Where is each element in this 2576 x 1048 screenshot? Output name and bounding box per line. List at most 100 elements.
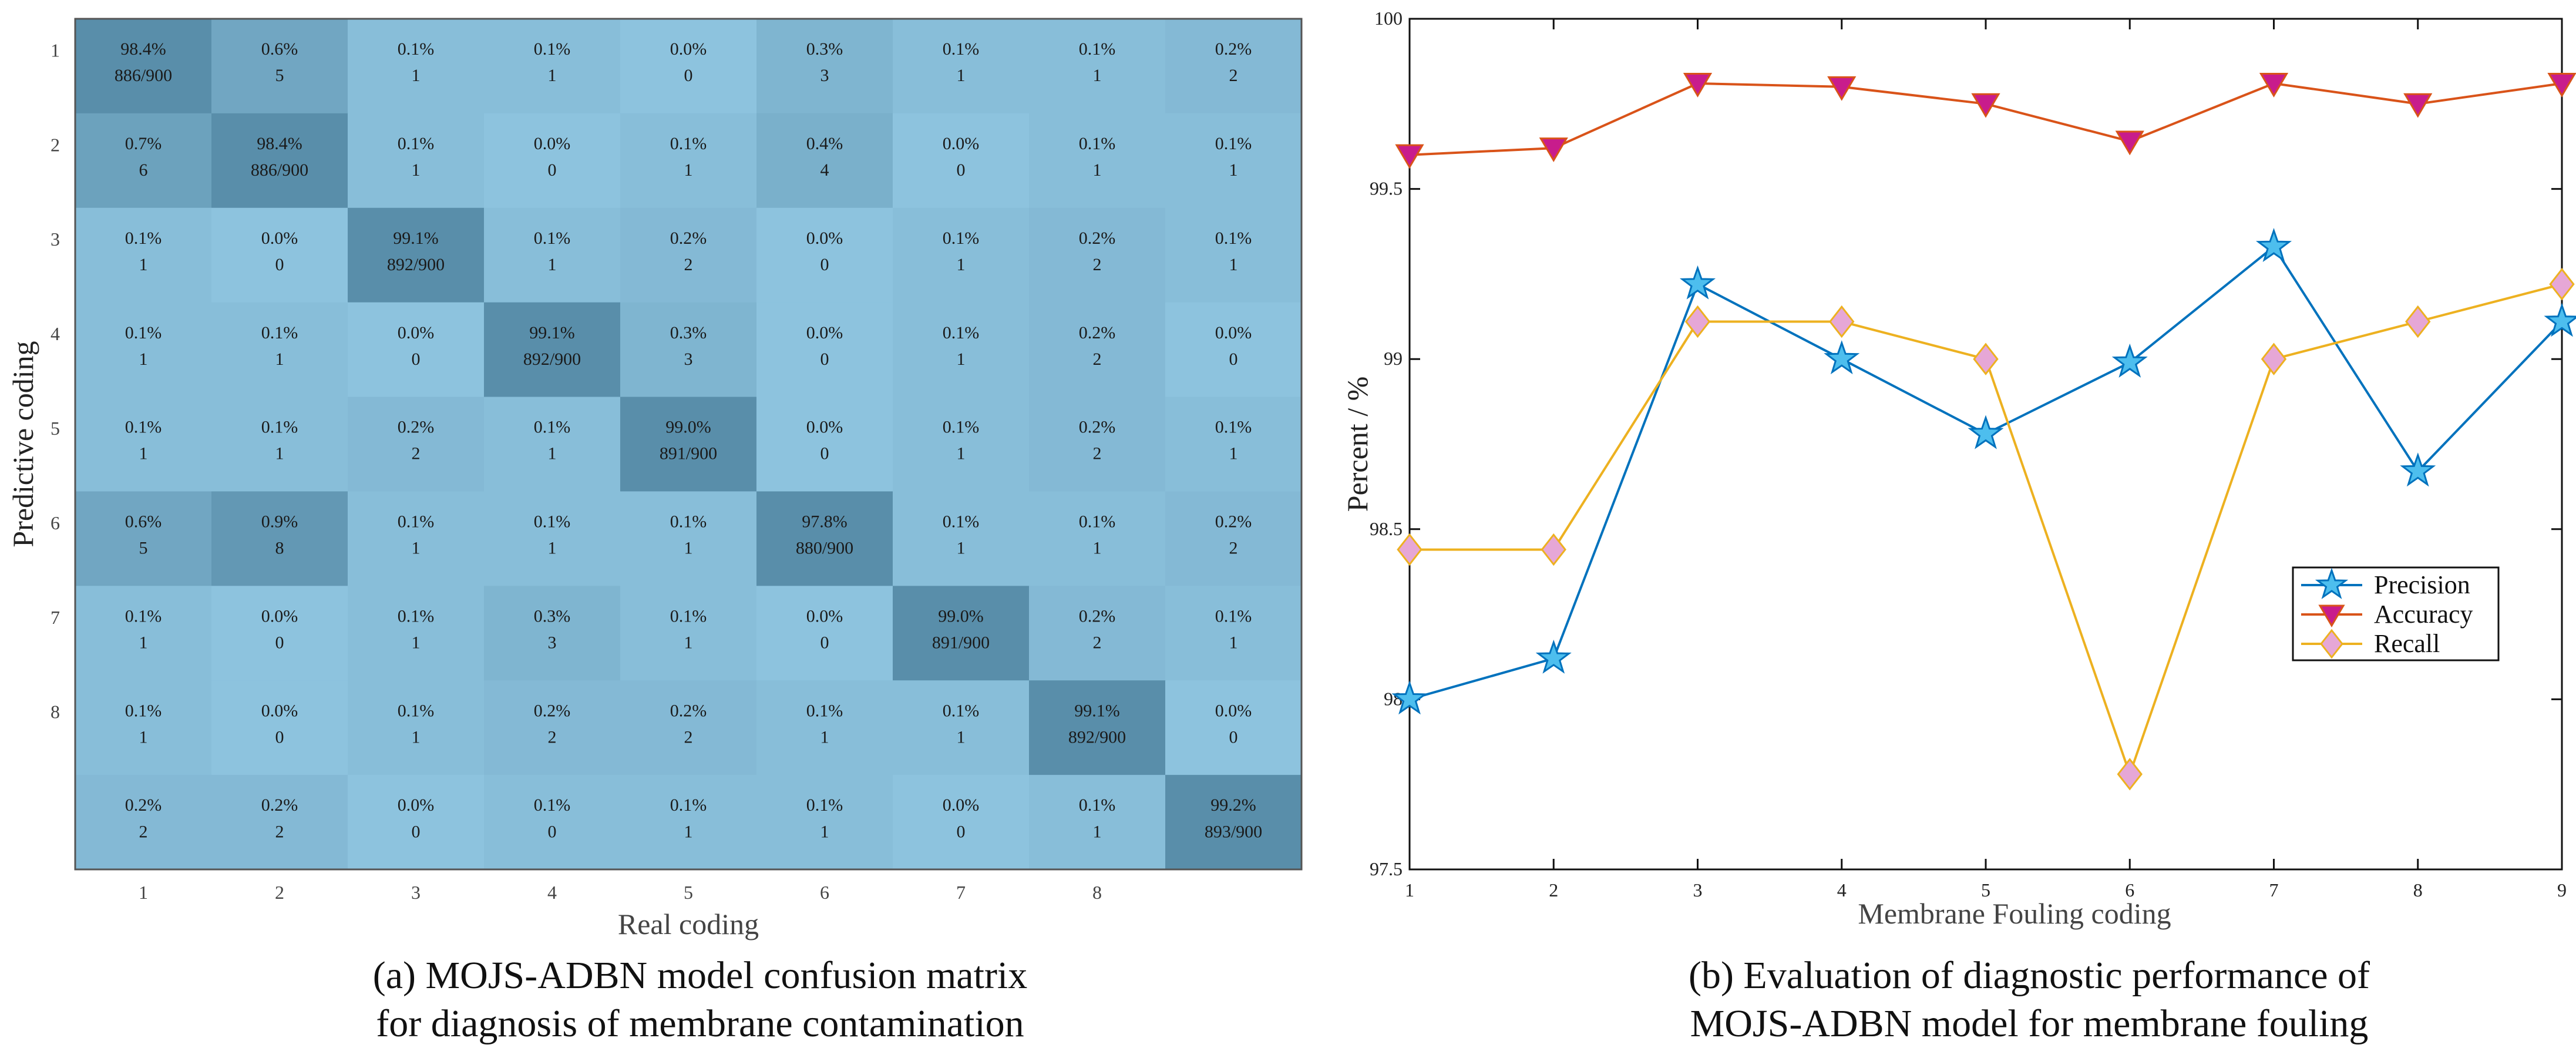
matrix-cell (1029, 586, 1166, 681)
x-tick-label: 4 (1837, 879, 1847, 901)
matrix-cell (620, 775, 757, 870)
cell-percent-label: 0.0% (261, 606, 298, 626)
cell-count-label: 6 (139, 160, 148, 180)
precision-point (1968, 415, 2004, 449)
cell-percent-label: 0.1% (670, 512, 707, 532)
cell-percent-label: 0.2% (1215, 512, 1252, 532)
matrix-cell (211, 491, 348, 586)
cell-count-label: 1 (820, 822, 829, 841)
legend-precision-marker (2315, 567, 2349, 599)
cell-count-label: 1 (139, 633, 148, 653)
y-tick-label: 99 (1384, 348, 1403, 369)
precision-point (2400, 452, 2436, 487)
cell-count-label: 893/900 (1205, 822, 1262, 841)
cell-percent-label: 0.0% (534, 134, 571, 153)
cell-count-label: 2 (684, 255, 693, 274)
cell-count-label: 8 (275, 539, 284, 558)
cell-count-label: 1 (412, 539, 421, 558)
cell-count-label: 891/900 (932, 633, 990, 653)
matrix-cell (620, 113, 757, 209)
cell-count-label: 0 (412, 350, 421, 369)
matrix-cell (211, 397, 348, 492)
cell-count-label: 2 (1229, 66, 1238, 85)
matrix-cell (756, 207, 893, 303)
matrix-cell (348, 302, 485, 398)
matrix-cell (484, 302, 621, 398)
recall-point (2549, 268, 2575, 301)
cell-count-label: 1 (412, 633, 421, 653)
cell-percent-label: 0.1% (1215, 134, 1252, 153)
legend-precision-label: Precision (2374, 570, 2470, 599)
matrix-cell (1165, 491, 1302, 586)
legend-accuracy-label: Accuracy (2374, 600, 2473, 629)
cell-count-label: 1 (1093, 66, 1102, 85)
cell-percent-label: 0.1% (125, 418, 162, 437)
recall-point (2405, 305, 2431, 338)
cell-percent-label: 0.3% (806, 39, 843, 59)
cell-percent-label: 0.0% (806, 323, 843, 342)
matrix-cell (893, 302, 1030, 398)
cell-count-label: 2 (1229, 539, 1238, 558)
cell-count-label: 0 (1229, 350, 1238, 369)
confusion-matrix-frame (74, 18, 1303, 871)
cell-percent-label: 0.6% (261, 39, 298, 59)
cell-count-label: 1 (1229, 160, 1238, 180)
cell-count-label: 1 (684, 633, 693, 653)
accuracy-point (1971, 93, 2000, 118)
y-tick-label: 100 (1374, 8, 1403, 29)
caption-b-line-1: (b) Evaluation of diagnostic performance… (1689, 954, 2370, 997)
cell-percent-label: 0.1% (261, 323, 298, 342)
matrix-cell (756, 19, 893, 114)
cell-count-label: 1 (548, 66, 557, 85)
cell-percent-label: 97.8% (802, 512, 848, 532)
x-tick-label: 3 (1693, 879, 1703, 901)
precision-point (2111, 343, 2148, 378)
cell-count-label: 0 (820, 633, 829, 653)
matrix-cell (1029, 775, 1166, 870)
matrix-cell (211, 586, 348, 681)
cell-percent-label: 0.1% (1079, 134, 1116, 153)
confusion-matrix-x-ticks: 1 2 3 4 5 6 7 8 (139, 882, 1102, 903)
recall-point (1973, 342, 1999, 375)
accuracy-point (2115, 130, 2144, 156)
matrix-cell (348, 491, 485, 586)
y-tick-label: 6 (51, 512, 60, 533)
cell-count-label: 0 (548, 822, 557, 841)
matrix-cell (484, 680, 621, 775)
y-tick-label: 4 (51, 323, 60, 344)
x-tick-label: 7 (956, 882, 966, 903)
accuracy-point (2403, 93, 2433, 118)
recall-point (1684, 305, 1711, 338)
cell-percent-label: 0.1% (125, 229, 162, 248)
confusion-matrix-x-label: Real coding (618, 908, 759, 940)
cell-percent-label: 0.2% (1079, 229, 1116, 248)
cell-percent-label: 0.1% (943, 418, 980, 437)
cell-count-label: 1 (1229, 633, 1238, 653)
cell-percent-label: 0.1% (1215, 229, 1252, 248)
matrix-cell (75, 586, 212, 681)
matrix-cell (484, 207, 621, 303)
cell-count-label: 1 (412, 727, 421, 747)
cell-percent-label: 0.1% (943, 323, 980, 342)
matrix-cell (484, 397, 621, 492)
cell-count-label: 1 (139, 444, 148, 463)
y-tick-label: 7 (51, 607, 60, 628)
cell-count-label: 3 (684, 350, 693, 369)
cell-count-label: 1 (139, 350, 148, 369)
cell-count-label: 1 (1229, 444, 1238, 463)
cell-count-label: 5 (275, 66, 284, 85)
matrix-cell (1165, 680, 1302, 775)
cell-percent-label: 0.1% (261, 418, 298, 437)
cell-percent-label: 0.1% (534, 795, 571, 815)
matrix-cell (893, 491, 1030, 586)
matrix-cell (1029, 397, 1166, 492)
cell-percent-label: 0.1% (943, 229, 980, 248)
cell-count-label: 0 (412, 822, 421, 841)
matrix-cell (1165, 775, 1302, 870)
matrix-cell (348, 775, 485, 870)
line-chart-y-label: Percent / % (1341, 377, 1374, 512)
matrix-cell (620, 397, 757, 492)
cell-count-label: 2 (1093, 255, 1102, 274)
matrix-cell (75, 113, 212, 209)
cell-percent-label: 0.1% (125, 606, 162, 626)
